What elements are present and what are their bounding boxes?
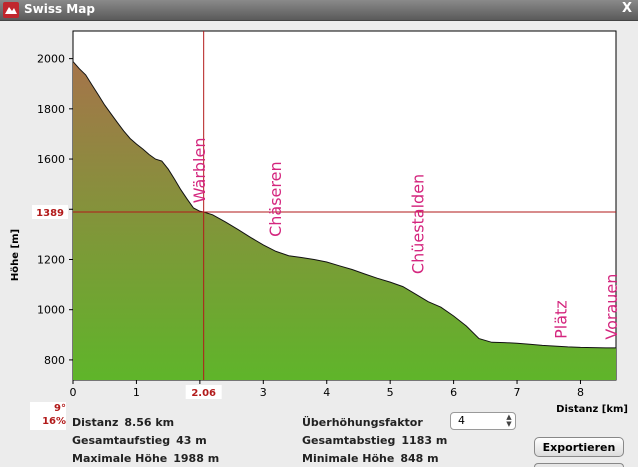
max-height-stat: Maximale Höhe 1988 m: [72, 452, 225, 465]
place-label: Plätz: [551, 300, 570, 339]
y-axis-label: Höhe [m]: [10, 229, 21, 281]
distance-value: 8.56 km: [124, 416, 175, 429]
x-tick-label: 7: [514, 386, 521, 399]
elevation-area: [73, 61, 616, 380]
slope-degrees: 9°: [54, 403, 66, 414]
place-label: Wärblen: [190, 138, 209, 204]
secondary-button[interactable]: [534, 463, 624, 467]
ascent-value: 43 m: [176, 434, 207, 447]
place-label: Chäseren: [266, 161, 285, 237]
factor-label: Überhöhungsfaktor: [302, 416, 423, 429]
y-tick-label: 1000: [37, 304, 65, 317]
x-axis-label: Distanz [km]: [556, 404, 628, 415]
elevation-profile-chart: 0123456788001000120014001600180020001389…: [10, 30, 628, 415]
elevation-line: [72, 61, 616, 349]
x-tick-label: 1: [133, 386, 140, 399]
stepper-arrows-icon[interactable]: ▲ ▼: [506, 413, 512, 428]
slope-percent: 16%: [42, 416, 66, 427]
ascent-label: Gesamtaufstieg: [72, 434, 171, 447]
ascent-stat: Gesamtaufstieg 43 m: [72, 434, 213, 447]
cursor-gradient-readout: 9° 16%: [30, 402, 66, 430]
max-height-value: 1988 m: [173, 452, 220, 465]
x-tick-label: 4: [323, 386, 330, 399]
y-tick-label: 2000: [37, 53, 65, 66]
window-title: Swiss Map: [24, 2, 95, 16]
factor-value: 4: [458, 414, 465, 427]
y-tick-label: 1600: [37, 153, 65, 166]
title-bar: Swiss Map X: [0, 0, 638, 21]
cursor-x-value: 2.06: [191, 388, 216, 399]
descent-value: 1183 m: [401, 434, 448, 447]
x-tick-label: 8: [577, 386, 584, 399]
export-button[interactable]: Exportieren: [534, 437, 624, 457]
cursor-x-value-box: [185, 385, 222, 399]
descent-stat: Gesamtabstieg 1183 m: [302, 434, 453, 447]
descent-label: Gesamtabstieg: [302, 434, 396, 447]
x-tick-label: 0: [70, 386, 77, 399]
app-logo-icon: [3, 2, 19, 18]
place-label: Chüestalden: [409, 174, 428, 274]
min-height-value: 848 m: [400, 452, 439, 465]
cursor-y-value: 1389: [36, 208, 64, 219]
distance-label: Distanz: [72, 416, 119, 429]
y-tick-label: 800: [44, 354, 65, 367]
x-tick-label: 5: [387, 386, 394, 399]
x-tick-label: 6: [450, 386, 457, 399]
cursor-y-value-box: [32, 205, 68, 220]
min-height-label: Minimale Höhe: [302, 452, 395, 465]
y-tick-label: 1800: [37, 103, 65, 116]
x-tick-label: 3: [260, 386, 267, 399]
distance-stat: Distanz 8.56 km: [72, 416, 180, 429]
max-height-label: Maximale Höhe: [72, 452, 168, 465]
exaggeration-factor-select[interactable]: 4 ▲ ▼: [450, 412, 516, 430]
place-label: Vorauen: [602, 274, 621, 340]
y-tick-label: 1200: [37, 253, 65, 266]
min-height-stat: Minimale Höhe 848 m: [302, 452, 445, 465]
close-icon[interactable]: X: [621, 1, 632, 16]
